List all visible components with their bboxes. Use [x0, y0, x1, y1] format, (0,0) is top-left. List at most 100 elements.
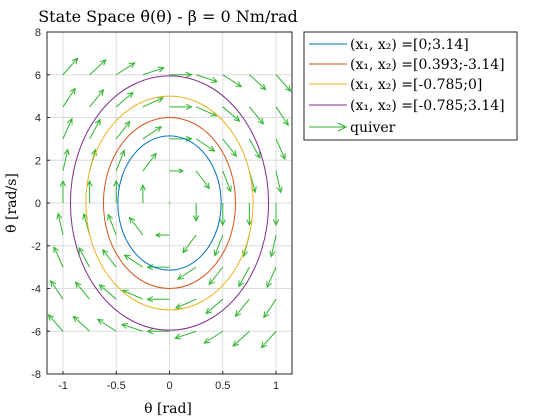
- quiver-shaft: [275, 74, 292, 92]
- quiver-arrow: [249, 74, 267, 91]
- quiver-head: [128, 62, 136, 69]
- series-line-1: [117, 135, 222, 271]
- quiver-head: [127, 91, 134, 99]
- quiver-head: [269, 250, 276, 258]
- quiver-head: [178, 168, 185, 174]
- quiver-field: [47, 57, 292, 349]
- quiver-head: [102, 248, 109, 256]
- quiver-arrow: [275, 74, 292, 93]
- quiver-head: [146, 328, 154, 335]
- quiver-head: [226, 185, 232, 193]
- quiver-head: [246, 219, 253, 227]
- quiver-arrow: [53, 245, 64, 268]
- tick-labels: -1 -0.5 0 0.5 1 -8 -6 -4 -2 0 2 4 6 8: [31, 27, 279, 392]
- quiver-arrow: [115, 120, 131, 140]
- quiver-shaft: [62, 88, 76, 108]
- quiver-head: [208, 145, 216, 152]
- quiver-shaft: [238, 266, 250, 287]
- quiver-shaft: [249, 106, 264, 125]
- quiver-arrow: [115, 149, 126, 172]
- quiver-head: [146, 296, 154, 303]
- quiver-arrow: [89, 118, 101, 140]
- quiver-arrow: [89, 59, 107, 76]
- quiver-arrow: [62, 117, 73, 140]
- x-tick-label: -1: [58, 380, 68, 392]
- quiver-head: [259, 83, 267, 91]
- quiver-shaft: [175, 298, 197, 309]
- quiver-arrow: [102, 248, 117, 268]
- quiver-head: [139, 183, 146, 191]
- quiver-arrow: [59, 179, 67, 203]
- series-line-3: [85, 95, 254, 311]
- quiver-arrow: [96, 318, 117, 332]
- x-tick-label: 1: [273, 380, 279, 392]
- quiver-head: [260, 341, 268, 349]
- series-line-2: [102, 117, 237, 289]
- quiver-arrow: [195, 138, 216, 152]
- quiver-shaft: [195, 74, 218, 83]
- quiver-arrow: [208, 266, 224, 286]
- quiver-arrow: [182, 234, 197, 254]
- quiver-shaft: [232, 330, 250, 347]
- quiver-shaft: [97, 318, 117, 332]
- quiver-arrow: [146, 296, 170, 303]
- quiver-head: [67, 117, 73, 125]
- quiver-arrow: [98, 284, 117, 300]
- quiver-shaft: [222, 74, 242, 88]
- legend-item-series-4: (x₁, x₂) =[-0.785;3.14]: [309, 98, 505, 114]
- y-tick-label: -4: [31, 284, 41, 296]
- quiver-head: [272, 219, 280, 227]
- quiver-head: [263, 311, 270, 319]
- quiver-head: [50, 279, 57, 287]
- quiver-head: [238, 280, 244, 288]
- quiver-shaft: [182, 234, 197, 253]
- quiver-shaft: [235, 298, 250, 317]
- quiver-shaft: [62, 149, 69, 172]
- quiver-head: [123, 254, 131, 261]
- quiver-shaft: [115, 62, 136, 76]
- quiver-shaft: [208, 266, 224, 285]
- quiver-arrow: [169, 103, 193, 110]
- quiver-arrow: [222, 106, 241, 122]
- y-tick-label: 6: [35, 70, 41, 82]
- quiver-arrow: [139, 183, 146, 203]
- quiver-head: [98, 284, 106, 291]
- quiver-arrow: [47, 313, 64, 332]
- quiver-shaft: [142, 153, 157, 172]
- quiver-head: [154, 232, 161, 238]
- quiver-head: [128, 216, 136, 224]
- quiver-arrow: [219, 203, 226, 227]
- quiver-shaft: [62, 57, 78, 76]
- x-tick-label: 0: [166, 380, 172, 392]
- series-lines: [69, 75, 270, 331]
- quiver-head: [72, 315, 80, 323]
- quiver-shaft: [195, 106, 217, 117]
- quiver-shaft: [222, 138, 237, 157]
- y-tick-label: 8: [35, 27, 41, 39]
- quiver-head: [97, 88, 105, 96]
- quiver-arrow: [74, 281, 90, 300]
- legend-label: (x₁, x₂) =[-0.785;0]: [350, 77, 482, 93]
- quiver-arrow: [193, 203, 200, 223]
- quiver-arrow: [128, 216, 144, 236]
- quiver-arrow: [232, 330, 250, 347]
- quiver-arrow: [272, 203, 280, 227]
- quiver-head: [284, 85, 292, 93]
- y-tick-label: 0: [35, 198, 41, 210]
- quiver-shaft: [78, 247, 91, 268]
- y-tick-label: -8: [31, 369, 41, 381]
- quiver-head: [203, 182, 211, 190]
- quiver-head: [182, 246, 189, 254]
- quiver-shaft: [270, 234, 277, 257]
- legend-item-quiver: quiver: [309, 120, 396, 136]
- quiver-head: [119, 149, 126, 157]
- quiver-shaft: [275, 170, 282, 193]
- y-axis-label: θ̇ [rad/s]: [4, 173, 20, 233]
- quiver-shaft: [53, 246, 64, 268]
- quiver-head: [74, 281, 82, 289]
- quiver-arrow: [50, 279, 64, 300]
- quiver-arrow: [195, 170, 211, 190]
- quiver-arrow: [146, 328, 170, 335]
- quiver-head: [257, 117, 265, 125]
